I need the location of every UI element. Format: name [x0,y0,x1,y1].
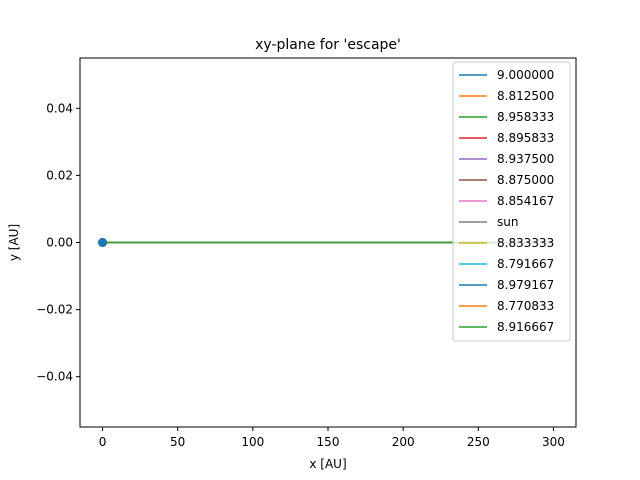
y-tick-label: 0.04 [46,101,73,115]
x-axis-label: x [AU] [309,457,346,471]
legend-label: sun [497,215,518,229]
legend-label: 9.000000 [497,68,554,82]
x-tick-label: 50 [170,435,185,449]
y-tick-label: −0.02 [36,303,73,317]
legend-label: 8.791667 [497,257,554,271]
x-tick-label: 250 [467,435,490,449]
legend-label: 8.958333 [497,110,554,124]
legend-label: 8.770833 [497,299,554,313]
chart-title: xy-plane for 'escape' [255,37,401,53]
legend-box [452,61,571,342]
legend-label: 8.854167 [497,194,554,208]
legend-label: 8.937500 [497,152,554,166]
x-tick-label: 0 [99,435,107,449]
y-tick-label: 0.02 [46,168,73,182]
legend: 9.000000 8.812500 8.958333 8.895833 8.937500… [452,61,571,342]
legend-label: 8.895833 [497,131,554,145]
legend-label: 8.875000 [497,173,554,187]
y-tick-label: −0.04 [36,370,73,384]
legend-label: 8.812500 [497,89,554,103]
x-tick-label: 150 [317,435,340,449]
y-tick-label: 0.00 [46,236,73,250]
legend-label: 8.979167 [497,278,554,292]
axes-frame [79,57,577,428]
x-tick-label: 300 [542,435,565,449]
legend-label: 8.833333 [497,236,554,250]
x-tick-label: 200 [392,435,415,449]
ticks: 0 50 100 150 200 250 300 −0.04 −0.02 0.00 0.02 0.04 [36,101,565,449]
start-marker [98,238,108,247]
legend-label: 8.916667 [497,320,554,334]
x-tick-label: 100 [241,435,264,449]
y-axis-label: y [AU] [7,224,21,261]
